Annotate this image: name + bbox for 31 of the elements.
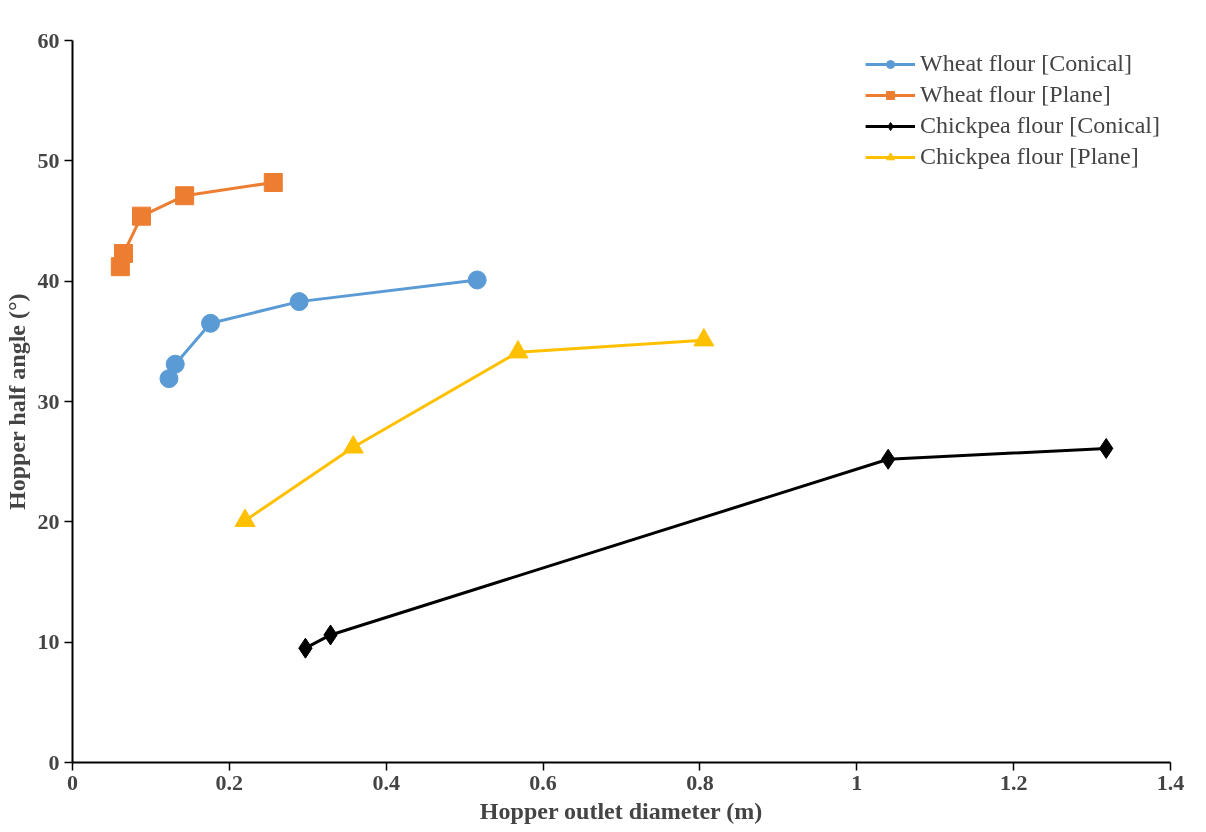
x-tick-label: 0.4 [372, 769, 400, 795]
x-tick-label: 0.8 [686, 769, 714, 795]
y-tick-label: 30 [37, 388, 60, 414]
y-tick-label: 60 [37, 27, 60, 53]
legend-label: Wheat flour [Conical] [920, 50, 1132, 77]
x-tick-label: 0.6 [529, 769, 557, 795]
y-tick-label: 50 [37, 147, 60, 173]
point [175, 186, 195, 206]
x-tick-label: 1 [851, 769, 863, 795]
legend-label: Wheat flour [Plane] [920, 81, 1111, 108]
x-tick-label: 0.2 [215, 769, 244, 795]
x-tick-label: 1.4 [1156, 769, 1185, 795]
x-axis-title: Hopper outlet diameter (m) [479, 797, 763, 824]
y-axis-title: Hopper half angle (°) [3, 293, 30, 510]
point [263, 172, 283, 192]
point [165, 354, 185, 374]
y-tick-label: 10 [37, 629, 60, 655]
point [132, 206, 152, 226]
x-tick-label: 0 [67, 769, 78, 795]
legend-label: Chickpea flour [Plane] [920, 143, 1139, 170]
point [880, 448, 896, 470]
point [201, 313, 221, 333]
point [467, 270, 487, 290]
y-tick-label: 20 [37, 508, 60, 534]
y-tick-label: 0 [48, 749, 60, 775]
point [289, 292, 309, 312]
legend-label: Chickpea flour [Conical] [920, 112, 1160, 139]
point [113, 243, 133, 263]
y-tick-label: 40 [37, 268, 60, 294]
x-tick-label: 1.2 [999, 769, 1028, 795]
point [159, 369, 179, 389]
